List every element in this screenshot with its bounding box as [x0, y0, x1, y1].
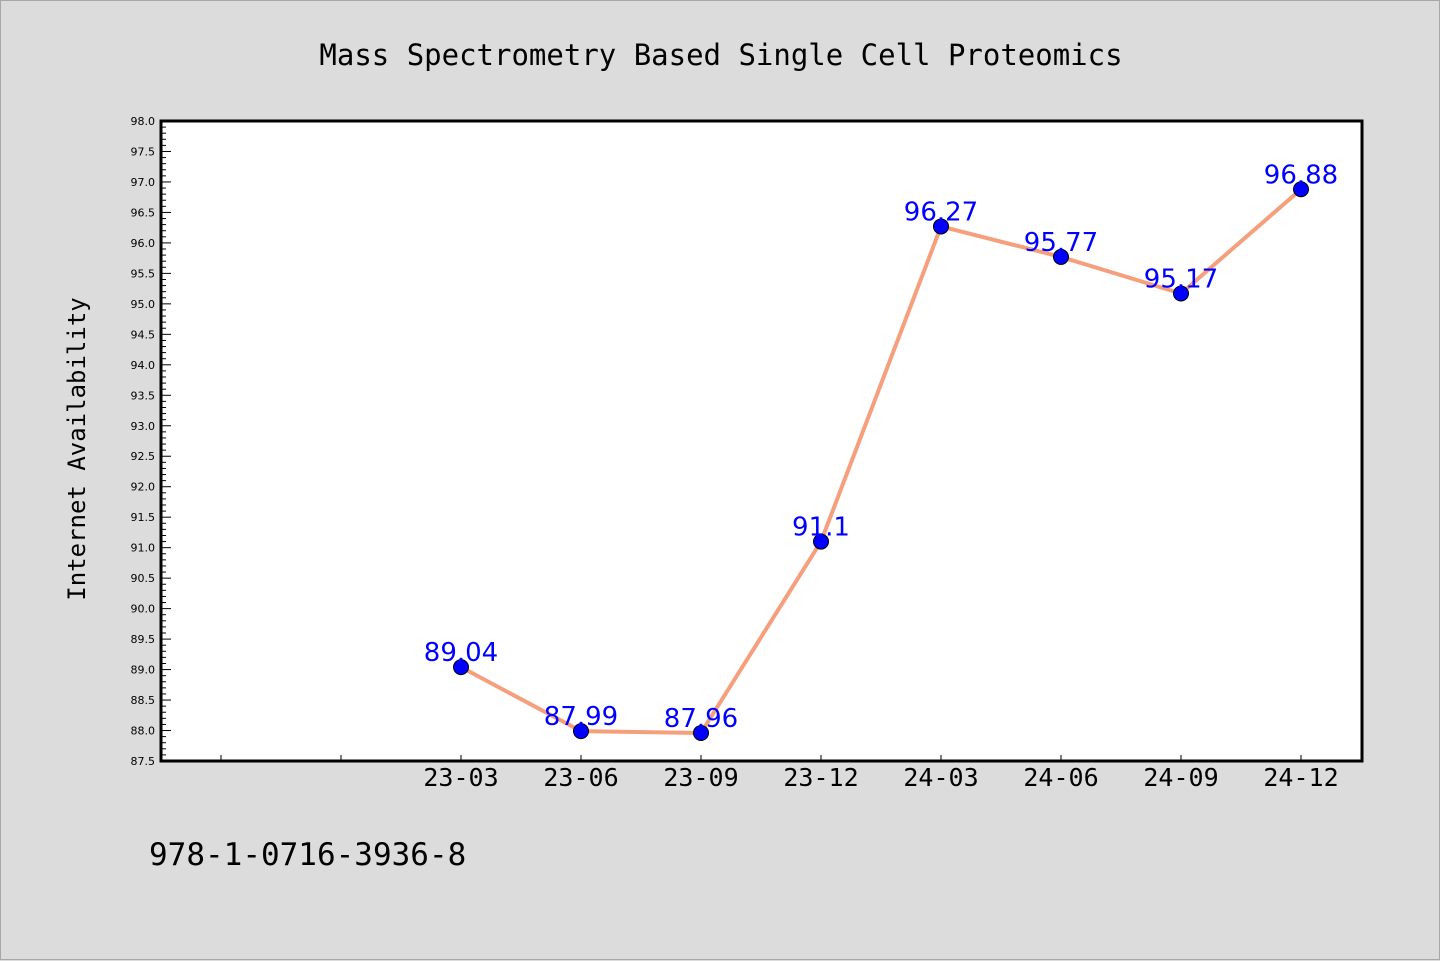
data-point — [813, 533, 829, 550]
data-point — [1053, 248, 1069, 265]
y-tick-label: 97.5 — [131, 145, 156, 158]
data-label: 87.99 — [544, 702, 618, 732]
x-axis: 23-03 23-06 23-09 23-12 24-03 24-06 24-09 24-12 — [220, 755, 1339, 792]
y-tick-label: 90.0 — [131, 603, 156, 616]
data-label: 87.96 — [664, 704, 738, 734]
y-axis: 87.5 88.0 88.5 89.0 89.5 90.0 90.5 91.0 91.5 92.0… — [131, 115, 171, 768]
data-point — [693, 724, 709, 741]
data-point — [1293, 181, 1309, 198]
y-tick-label: 96.5 — [131, 206, 156, 219]
isbn-text: 978-1-0716-3936-8 — [149, 837, 466, 873]
x-tick-label: 24-06 — [1023, 763, 1098, 792]
y-tick-label: 95.5 — [131, 267, 156, 280]
y-tick-label: 96.0 — [131, 237, 156, 250]
y-tick-label: 88.0 — [131, 725, 156, 738]
y-tick-label: 90.5 — [131, 572, 156, 585]
data-label: 96.27 — [904, 197, 978, 227]
y-tick-label: 94.0 — [131, 359, 156, 372]
y-tick-label: 89.0 — [131, 664, 156, 677]
y-tick-label: 91.5 — [131, 511, 156, 524]
y-tick-label: 95.0 — [131, 298, 156, 311]
x-tick-label: 23-09 — [663, 763, 738, 792]
y-tick-label: 98.0 — [131, 115, 156, 128]
y-tick-label: 88.5 — [131, 694, 156, 707]
y-tick-label: 89.5 — [131, 633, 156, 646]
y-tick-label: 92.0 — [131, 481, 156, 494]
data-point — [453, 659, 469, 676]
x-tick-label: 24-03 — [903, 763, 978, 792]
y-tick-label: 93.5 — [131, 389, 156, 402]
chart-title: Mass Spectrometry Based Single Cell Prot… — [319, 38, 1122, 72]
data-point — [573, 723, 589, 740]
x-tick-label: 23-12 — [783, 763, 858, 792]
y-tick-label: 91.0 — [131, 542, 156, 555]
y-tick-label: 87.5 — [131, 755, 156, 768]
y-tick-label: 94.5 — [131, 328, 156, 341]
data-point — [1173, 285, 1189, 302]
data-point — [933, 218, 949, 235]
data-label: 89.04 — [424, 638, 498, 668]
data-label: 95.17 — [1144, 264, 1218, 294]
y-tick-label: 97.0 — [131, 176, 156, 189]
x-tick-label: 24-12 — [1263, 763, 1338, 792]
data-label: 95.77 — [1024, 228, 1098, 258]
y-tick-label: 92.5 — [131, 450, 156, 463]
x-tick-label: 23-06 — [543, 763, 618, 792]
x-tick-label: 23-03 — [423, 763, 498, 792]
x-tick-label: 24-09 — [1143, 763, 1218, 792]
series-line — [459, 187, 1303, 735]
data-label: 91.1 — [792, 513, 850, 543]
series-layer: 89.04 87.99 87.96 91.1 96.27 95.77 95.17 96.88 — [424, 160, 1338, 741]
data-label: 96.88 — [1264, 160, 1338, 190]
plot-area — [159, 119, 1364, 763]
y-tick-label: 93.0 — [131, 420, 156, 433]
y-axis-label: Internet Availability — [63, 297, 91, 600]
